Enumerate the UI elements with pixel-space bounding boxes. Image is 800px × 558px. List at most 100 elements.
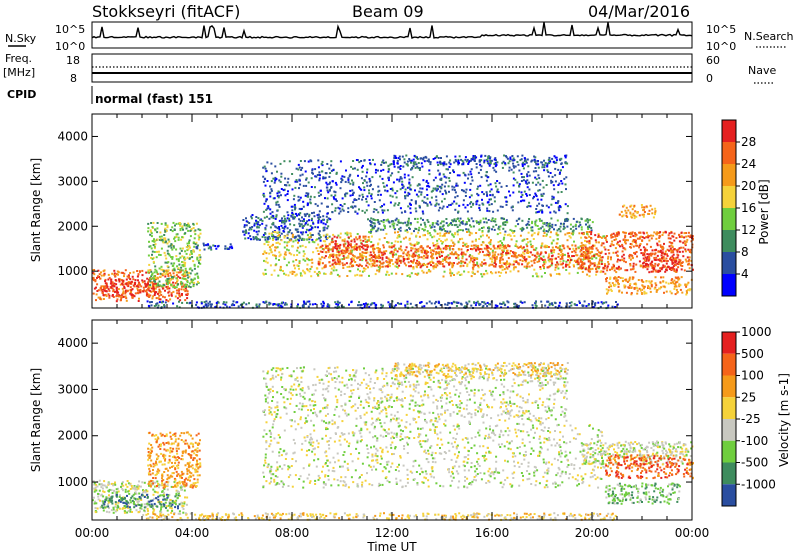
heatmap-cell [334,194,336,196]
heatmap-cell [526,162,528,164]
heatmap-cell [265,228,267,230]
heatmap-cell [318,192,320,194]
heatmap-cell [172,291,174,293]
heatmap-cell [565,269,567,271]
heatmap-cell [641,204,643,206]
heatmap-cell [589,260,591,262]
heatmap-cell [603,267,605,269]
heatmap-cell [159,284,161,286]
heatmap-cell [533,156,535,158]
heatmap-cell [196,273,198,275]
heatmap-cell [291,173,293,175]
heatmap-cell [112,294,114,296]
heatmap-cell [486,272,488,274]
heatmap-cell [667,266,669,268]
heatmap-cell [380,229,382,231]
heatmap-cell [477,186,479,188]
heatmap-cell [495,272,497,274]
heatmap-cell [351,247,353,249]
noise-tick-bottom-left: 10^0 [55,40,85,53]
heatmap-cell [257,223,259,225]
heatmap-cell [572,233,574,235]
heatmap-cell [423,258,425,260]
heatmap-cell [432,190,434,192]
heatmap-cell [278,259,280,261]
heatmap-cell [396,237,398,239]
heatmap-cell [618,291,620,293]
heatmap-cell [390,188,392,190]
heatmap-cell [422,219,424,221]
heatmap-cell [319,272,321,274]
heatmap-cell [329,265,331,267]
heatmap-cell [468,174,470,176]
heatmap-cell [309,199,311,201]
heatmap-cell [601,259,603,261]
heatmap-cell [566,163,568,165]
heatmap-cell [132,297,134,299]
heatmap-cell [321,256,323,258]
heatmap-cell [432,242,434,244]
heatmap-cell [196,247,198,249]
heatmap-cell [318,214,320,216]
heatmap-cell [164,231,166,233]
heatmap-cell [160,254,162,256]
heatmap-cell [266,161,268,163]
heatmap-cell [659,287,661,289]
heatmap-cell [281,188,283,190]
heatmap-cell [455,220,457,222]
heatmap-cell [283,256,285,258]
heatmap-cell [534,259,536,261]
heatmap-cell [270,251,272,253]
heatmap-cell [629,254,631,256]
heatmap-cell [292,241,294,243]
heatmap-cell [346,257,348,259]
heatmap-cell [306,213,308,215]
heatmap-cell [457,174,459,176]
heatmap-cell [521,255,523,257]
heatmap-cell [452,189,454,191]
heatmap-cell [458,229,460,231]
heatmap-cell [449,166,451,168]
heatmap-cell [535,220,537,222]
heatmap-cell [548,157,550,159]
heatmap-cell [317,226,319,228]
heatmap-cell [687,249,689,251]
heatmap-cell [371,257,373,259]
heatmap-cell [537,163,539,165]
heatmap-cell [438,203,440,205]
heatmap-cell [139,291,141,293]
heatmap-cell [265,225,267,227]
heatmap-cell [575,254,577,256]
heatmap-cell [681,262,683,264]
heatmap-cell [445,257,447,259]
heatmap-cell [643,265,645,267]
heatmap-cell [321,267,323,269]
heatmap-cell [468,219,470,221]
heatmap-cell [262,236,264,238]
heatmap-cell [327,191,329,193]
heatmap-cell [416,265,418,267]
heatmap-cell [464,244,466,246]
heatmap-cell [385,162,387,164]
heatmap-cell [499,262,501,264]
heatmap-cell [455,257,457,259]
heatmap-cell [607,265,609,267]
heatmap-cell [595,257,597,259]
heatmap-cell [470,160,472,162]
heatmap-cell [188,225,190,227]
heatmap-cell [558,247,560,249]
heatmap-cell [174,240,176,242]
heatmap-cell [373,227,375,229]
heatmap-cell [150,222,152,224]
heatmap-cell [347,257,349,259]
heatmap-cell [349,190,351,192]
heatmap-cell [255,216,257,218]
heatmap-cell [178,264,180,266]
heatmap-cell [155,277,157,279]
heatmap-cell [116,287,118,289]
heatmap-cell [165,224,167,226]
heatmap-cell [430,252,432,254]
heatmap-cell [593,255,595,257]
heatmap-cell [373,211,375,213]
